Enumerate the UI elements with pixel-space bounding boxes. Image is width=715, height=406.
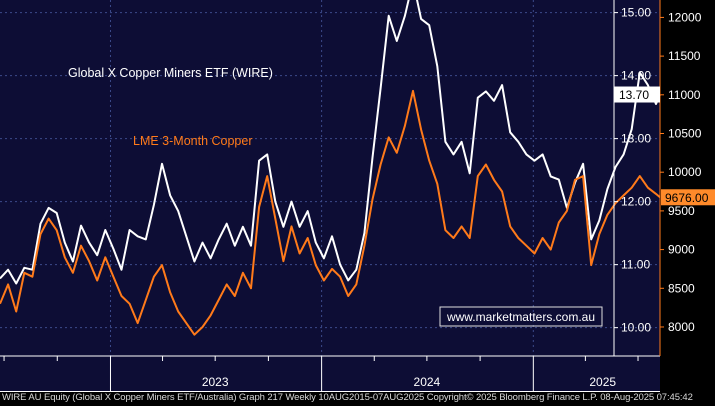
wire-last-value-label: 13.70 [619,88,649,102]
copper-legend-label: LME 3-Month Copper [133,134,253,148]
footer-text: WIRE AU Equity (Global X Copper Miners E… [2,392,693,403]
watermark-box [439,306,603,327]
y-left-tick-label: 11.00 [621,258,650,272]
wire-last-value-box [614,86,660,103]
y-left-tick-label: 15.00 [621,6,651,20]
y-left-tick-label: 14.00 [621,69,651,83]
copper-last-value-label: 9676.00 [665,191,709,205]
y-right-tick-label: 10000 [668,165,702,179]
axes: 2023 2024 2025 10.00 11.00 12.00 13.00 14.00 15.… [0,0,702,392]
y-left-tick-label: 12.00 [621,195,651,209]
y-left-tick-label: 13.00 [621,132,651,146]
wire-legend-label: Global X Copper Miners ETF (WIRE) [68,66,273,80]
y-right-tick-label: 9500 [668,204,695,218]
wire-series-line [0,0,661,285]
y-right-tick-label: 11000 [668,88,701,102]
grid-lines [0,0,660,356]
copper-last-value-box [661,189,715,206]
watermark-text: www.marketmatters.com.au [446,310,595,324]
series-lines [0,0,661,336]
x-tick-label: 2025 [589,375,616,389]
plot-background [0,0,660,392]
y-right-tick-label: 9000 [668,243,695,257]
copper-series-line [0,89,661,336]
y-right-tick-label: 8500 [668,281,695,295]
y-right-tick-label: 8000 [668,320,695,334]
y-left-tick-label: 10.00 [621,321,651,335]
footer-bar: WIRE AU Equity (Global X Copper Miners E… [0,392,715,406]
labels: 13.70 9676.00 Global X Copper Miners ETF (… [68,66,715,327]
x-tick-label: 2024 [414,375,441,389]
x-tick-label: 2023 [202,375,229,389]
y-right-tick-label: 12000 [668,10,702,24]
y-right-tick-label: 11500 [668,49,701,63]
y-right-tick-label: 10500 [668,127,702,141]
